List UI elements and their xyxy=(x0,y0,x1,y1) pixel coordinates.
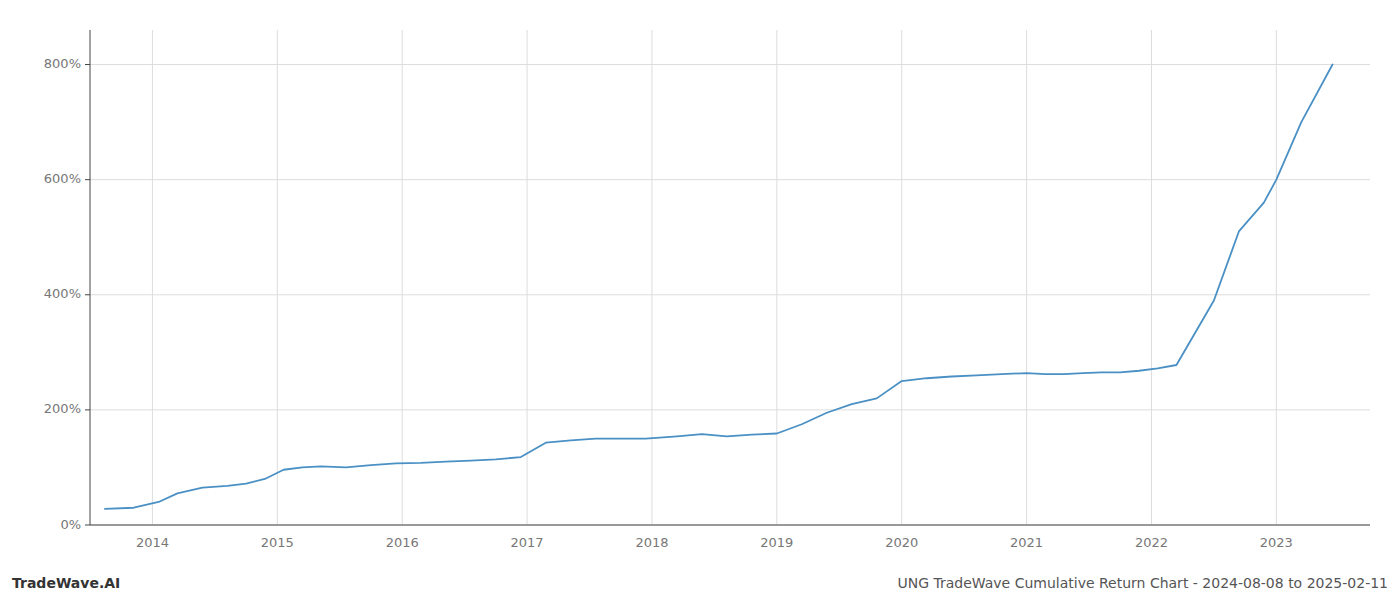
x-grid-line xyxy=(402,30,403,525)
y-grid-line xyxy=(90,64,1370,65)
x-tick-label: 2014 xyxy=(136,535,169,550)
x-grid-line xyxy=(776,30,777,525)
y-grid-line xyxy=(90,294,1370,295)
x-grid-line xyxy=(1026,30,1027,525)
plot-data xyxy=(105,65,1333,509)
x-grid-line xyxy=(277,30,278,525)
y-grid-line xyxy=(90,179,1370,180)
watermark: TradeWave.AI xyxy=(12,575,120,591)
y-tick xyxy=(85,525,90,526)
x-tick-label: 2023 xyxy=(1260,535,1293,550)
grid xyxy=(90,30,1370,525)
y-tick-label: 200% xyxy=(44,401,81,416)
x-grid-line xyxy=(1276,30,1277,525)
y-grid-line xyxy=(90,409,1370,410)
y-axis-line xyxy=(90,30,91,525)
chart-svg: 0% 200% 400% 600% 800% 2014 2015 2016 2017 2018 20… xyxy=(0,0,1400,600)
x-tick-label: 2018 xyxy=(635,535,668,550)
x-tick-label: 2021 xyxy=(1010,535,1043,550)
y-tick xyxy=(85,64,90,65)
x-grid-line xyxy=(901,30,902,525)
title: UNG TradeWave Cumulative Return Chart - … xyxy=(897,575,1388,591)
x-tick-label: 2015 xyxy=(261,535,294,550)
y-grid-line xyxy=(90,525,1370,526)
y-tick xyxy=(85,179,90,180)
x-axis-line xyxy=(90,525,1370,526)
x-tick-label: 2020 xyxy=(885,535,918,550)
y-tick-label: 400% xyxy=(44,286,81,301)
x-tick-label: 2017 xyxy=(511,535,544,550)
y-tick-label: 600% xyxy=(44,171,81,186)
y-tick-label: 0% xyxy=(60,517,81,532)
texts: TradeWave.AI UNG TradeWave Cumulative Ret… xyxy=(12,575,1388,591)
y-tick-label: 800% xyxy=(44,56,81,71)
axes: 0% 200% 400% 600% 800% 2014 2015 2016 2017 2018 20… xyxy=(44,30,1370,550)
x-grid-line xyxy=(651,30,652,525)
chart-container: 0% 200% 400% 600% 800% 2014 2015 2016 2017 2018 20… xyxy=(0,0,1400,600)
x-grid-line xyxy=(1151,30,1152,525)
y-tick xyxy=(85,409,90,410)
x-grid-line xyxy=(527,30,528,525)
y-tick xyxy=(85,294,90,295)
x-grid-line xyxy=(152,30,153,525)
x-tick-label: 2019 xyxy=(760,535,793,550)
x-tick-label: 2022 xyxy=(1135,535,1168,550)
data-line xyxy=(105,65,1333,509)
x-tick-label: 2016 xyxy=(386,535,419,550)
